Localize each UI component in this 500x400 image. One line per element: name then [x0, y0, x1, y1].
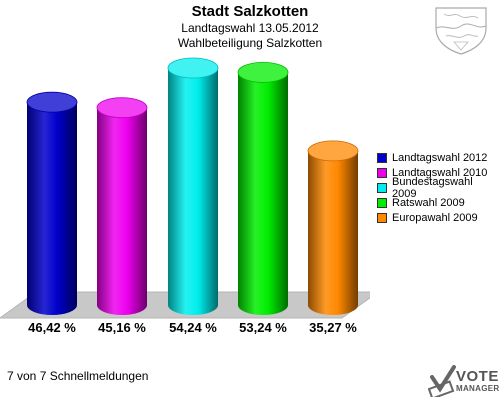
bar	[237, 61, 289, 315]
coat-of-arms-icon	[435, 7, 487, 55]
brand-line-2: MANAGER	[456, 384, 500, 393]
bar-body	[168, 68, 218, 315]
bar-body	[97, 107, 147, 315]
votemanager-logo: VOTE MANAGER	[428, 365, 500, 397]
chart-subtitle-turnout: Wahlbeteiligung Salzkotten	[177, 36, 323, 50]
bar-top	[237, 61, 289, 83]
bar-value-label: 35,27 %	[309, 320, 357, 335]
legend-item: Landtagswahl 2010	[377, 165, 500, 180]
legend-swatch	[377, 182, 387, 193]
legend-label: Ratswahl 2009	[392, 196, 465, 209]
legend-item: Ratswahl 2009	[377, 195, 500, 210]
chart-title: Stadt Salzkotten	[191, 3, 309, 20]
bar-body	[27, 102, 77, 315]
legend-label: Europawahl 2009	[392, 211, 478, 224]
legend-label: Landtagswahl 2012	[392, 151, 488, 164]
bar-value-label: 53,24 %	[239, 320, 287, 335]
bar-top	[307, 140, 359, 162]
legend-label: Bundestagswahl 2009	[391, 175, 473, 200]
bar	[167, 57, 219, 315]
legend-label: Landtagswahl 2010	[392, 166, 488, 179]
chart-legend: Landtagswahl 2012 Landtagswahl 2010 Bundes…	[377, 150, 500, 225]
bar-chart: 46,42 % 45,16 % 54,24 % 53,24 % 35,27 %	[0, 57, 370, 335]
legend-swatch	[377, 212, 387, 223]
bar-top	[96, 97, 148, 119]
bar-value-label: 45,16 %	[98, 320, 146, 335]
bar-top	[167, 57, 219, 79]
legend-item: Europawahl 2009	[377, 210, 500, 225]
legend-item: Landtagswahl 2012	[377, 150, 500, 165]
bar-top	[26, 91, 78, 113]
bar-value-label: 46,42 %	[28, 320, 76, 335]
brand-line-1: VOTE	[456, 368, 499, 385]
legend-swatch	[377, 152, 387, 163]
checkmark-ballot-icon	[428, 365, 456, 397]
footer-status: 7 von 7 Schnellmeldungen	[7, 369, 149, 383]
legend-swatch	[377, 197, 387, 208]
chart-subtitle-election: Landtagswahl 13.05.2012	[181, 21, 319, 35]
bar	[307, 140, 359, 315]
bar-body	[308, 150, 358, 315]
bar	[96, 97, 148, 315]
legend-item: Bundestagswahl 2009	[377, 176, 500, 200]
bar	[26, 91, 78, 315]
bar-body	[238, 72, 288, 315]
legend-swatch	[377, 167, 387, 178]
bar-value-label: 54,24 %	[169, 320, 217, 335]
